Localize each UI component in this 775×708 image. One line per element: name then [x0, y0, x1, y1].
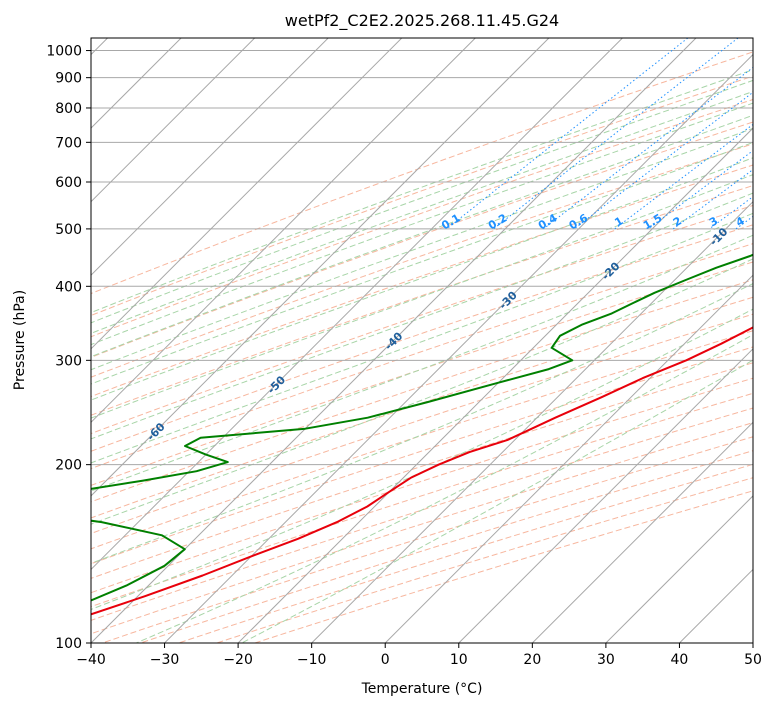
dry-adiabat	[91, 51, 753, 295]
dry-adiabat	[91, 346, 753, 565]
isotherm	[311, 200, 753, 643]
y-tick-label: 500	[55, 222, 82, 238]
x-axis-label: Temperature (°C)	[361, 681, 483, 697]
plot-frame	[90, 37, 754, 644]
moist-adiabat	[91, 308, 753, 610]
dry-adiabat	[91, 164, 753, 398]
dry-adiabat	[91, 204, 753, 435]
chart-title: wetPf2_C2E2.2025.268.11.45.G24	[285, 11, 559, 31]
x-tick-label: −40	[76, 652, 106, 668]
mixing-ratio-line	[672, 168, 753, 230]
axis-ticks: −40 −30 −20 −10 0 10 20 30 40 50 100 200 300 400 500 60…	[46, 44, 762, 668]
y-tick-label: 600	[55, 175, 82, 191]
moist-adiabat	[91, 79, 753, 324]
temperature-line	[91, 326, 753, 616]
x-tick-label: 50	[744, 652, 762, 668]
mixing-ratio-line	[573, 91, 753, 230]
dewpoint-line	[91, 253, 753, 602]
isotherm	[91, 38, 623, 571]
moist-adiabat	[91, 69, 753, 314]
moist-adiabat	[91, 258, 753, 525]
moist-adiabat	[91, 174, 753, 419]
moist-adiabat	[91, 90, 753, 334]
isotherm	[91, 38, 329, 276]
x-tick-label: −30	[150, 652, 180, 668]
y-tick-label: 1000	[46, 44, 82, 60]
isotherm	[91, 38, 403, 350]
isotherm	[531, 421, 753, 643]
y-tick-label: 700	[55, 135, 82, 151]
y-axis-label: Pressure (hPa)	[12, 290, 28, 390]
y-tick-label: 300	[55, 353, 82, 369]
dry-adiabat	[91, 296, 753, 519]
moist-adiabat	[91, 234, 753, 492]
y-tick-label: 200	[55, 458, 82, 474]
dry-adiabat	[91, 184, 753, 416]
x-tick-label: 40	[671, 652, 689, 668]
moist-adiabat	[91, 283, 753, 564]
isotherm	[91, 38, 550, 497]
dry-adiabat	[91, 98, 753, 338]
x-tick-label: 20	[523, 652, 541, 668]
y-tick-label: 400	[55, 279, 82, 295]
moist-adiabat	[91, 157, 753, 401]
isotherm	[458, 348, 753, 643]
isotherm	[91, 38, 256, 203]
x-tick-label: −10	[297, 652, 327, 668]
isotherm	[91, 38, 476, 424]
mixing-ratio-line	[543, 66, 753, 230]
plot-series	[91, 253, 753, 616]
dry-adiabat	[91, 75, 753, 317]
isotherm	[164, 53, 753, 643]
x-tick-label: 30	[597, 652, 615, 668]
isotherm	[91, 38, 697, 643]
x-tick-label: 10	[450, 652, 468, 668]
x-tick-label: −20	[223, 652, 253, 668]
moist-adiabat	[91, 102, 753, 346]
dry-adiabat	[91, 279, 753, 503]
moist-adiabat	[241, 359, 753, 643]
moist-adiabat	[136, 334, 753, 643]
isotherm	[237, 127, 753, 643]
isotherm	[605, 495, 753, 643]
dry-adiabat	[91, 243, 753, 470]
dry-adiabat	[91, 224, 753, 452]
dry-adiabat	[91, 330, 753, 550]
moist-adiabat	[91, 114, 753, 358]
y-tick-label: 100	[55, 636, 82, 652]
y-tick-label: 900	[55, 71, 82, 87]
mixing-ratio-line	[493, 38, 739, 230]
y-tick-label: 800	[55, 101, 82, 117]
moist-adiabat	[91, 127, 753, 371]
x-tick-label: 0	[381, 652, 390, 668]
isotherm	[384, 274, 753, 643]
